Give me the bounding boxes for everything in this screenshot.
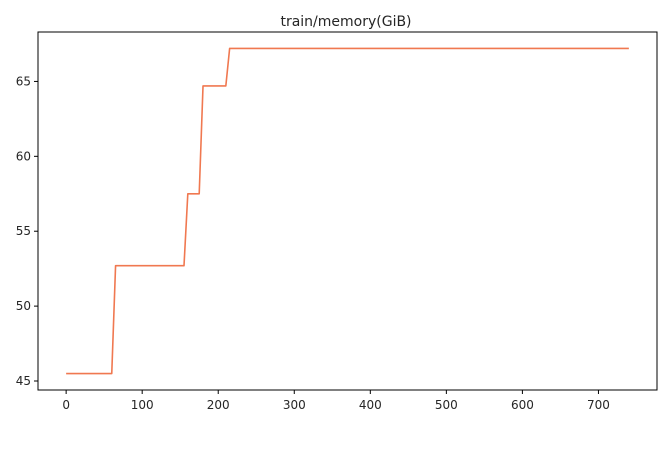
x-tick-label: 600 [511,398,534,412]
x-axis-ticks: 0 100 200 300 400 500 600 700 [62,390,610,412]
y-tick-label: 55 [16,224,31,238]
x-tick-label: 200 [207,398,230,412]
x-tick-label: 500 [435,398,458,412]
x-tick-label: 300 [283,398,306,412]
x-tick-label: 700 [587,398,610,412]
x-tick-label: 0 [62,398,70,412]
series-line [66,47,629,375]
y-tick-label: 50 [16,299,31,313]
x-tick-label: 400 [359,398,382,412]
series-group [66,47,629,375]
x-tick-label: 100 [131,398,154,412]
y-axis-ticks: 45 50 55 60 65 [16,74,38,388]
plot-area [37,31,658,391]
chart-title: train/memory(GiB) [280,14,411,30]
y-tick-label: 65 [16,74,31,88]
y-tick-label: 45 [16,374,31,388]
y-tick-label: 60 [16,149,31,163]
